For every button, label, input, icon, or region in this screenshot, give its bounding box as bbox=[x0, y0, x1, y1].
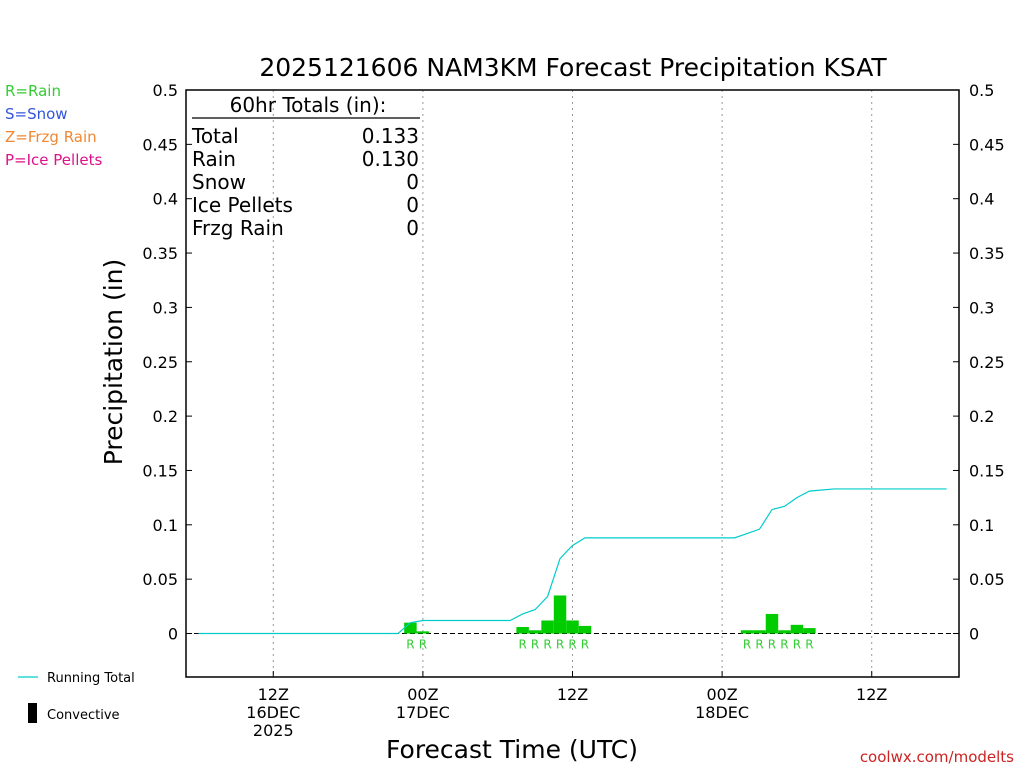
y-tick-label-left: 0.2 bbox=[153, 407, 178, 426]
totals-row-label: Ice Pellets bbox=[192, 193, 293, 217]
y-tick-label-left: 0.15 bbox=[142, 461, 178, 480]
precip-bar bbox=[578, 625, 592, 634]
precip-bar bbox=[790, 624, 804, 634]
running-total-line bbox=[198, 488, 947, 635]
x-tick-label: 12Z bbox=[258, 685, 289, 704]
type-legend-entry: S=Snow bbox=[5, 105, 68, 123]
ptype-label: R bbox=[743, 638, 751, 652]
y-tick-label-right: 0.5 bbox=[969, 81, 994, 100]
plot-area: R R R R R R R R R R R R R R0 00.05 0.050.1 0.10.15 0.150.… bbox=[142, 81, 1004, 740]
y-tick-label-left: 0.45 bbox=[142, 135, 178, 154]
convective-legend-label: Convective bbox=[47, 708, 120, 723]
y-tick-label-right: 0.3 bbox=[969, 298, 994, 317]
ptype-label: R bbox=[518, 638, 526, 652]
totals-row-label: Rain bbox=[192, 147, 236, 171]
type-legend-entry: Z=Frzg Rain bbox=[5, 128, 97, 146]
precip-bar bbox=[416, 631, 430, 634]
precip-bar bbox=[753, 630, 766, 634]
totals-header: 60hr Totals (in): bbox=[230, 93, 387, 117]
y-tick-label-left: 0 bbox=[168, 625, 178, 644]
x-tick-label: 17DEC bbox=[396, 703, 450, 722]
ptype-label: R bbox=[406, 638, 414, 652]
ptype-label: R bbox=[556, 638, 564, 652]
totals-box: 60hr Totals (in): Total 0.133 Rain 0.130 Snow… bbox=[191, 93, 420, 240]
totals-row-label: Snow bbox=[192, 170, 246, 194]
ptype-label: R bbox=[755, 638, 763, 652]
y-tick-label-right: 0.15 bbox=[969, 461, 1005, 480]
ptype-label: R bbox=[768, 638, 776, 652]
credit-text: coolwx.com/modelts bbox=[860, 748, 1014, 766]
totals-row-value: 0 bbox=[406, 193, 419, 217]
x-axis-label: Forecast Time (UTC) bbox=[386, 735, 638, 764]
ptype-label: R bbox=[568, 638, 576, 652]
ptype-label: R bbox=[531, 638, 539, 652]
totals-row-value: 0.133 bbox=[362, 124, 419, 148]
precip-bar bbox=[566, 620, 579, 634]
totals-row-value: 0 bbox=[406, 170, 419, 194]
key-legend: Running Total Convective bbox=[18, 671, 135, 723]
x-tick-label: 2025 bbox=[253, 721, 294, 740]
y-tick-label-right: 0.4 bbox=[969, 190, 994, 209]
totals-row-value: 0.130 bbox=[362, 147, 419, 171]
precip-bar bbox=[740, 630, 754, 634]
x-tick-label: 00Z bbox=[407, 685, 438, 704]
y-tick-label-left: 0.25 bbox=[142, 353, 178, 372]
precip-bar bbox=[528, 630, 542, 634]
y-tick-label-right: 0.1 bbox=[969, 516, 994, 535]
y-axis-label: Precipitation (in) bbox=[99, 259, 128, 466]
y-tick-label-left: 0.3 bbox=[153, 298, 178, 317]
totals-row-value: 0 bbox=[406, 216, 419, 240]
totals-row-label: Frzg Rain bbox=[192, 216, 284, 240]
x-tick-label: 00Z bbox=[706, 685, 737, 704]
ptype-label: R bbox=[543, 638, 551, 652]
y-tick-label-right: 0.25 bbox=[969, 353, 1005, 372]
type-legend-entry: R=Rain bbox=[5, 82, 61, 100]
precip-bar bbox=[765, 613, 779, 634]
y-tick-label-left: 0.1 bbox=[153, 516, 178, 535]
x-tick-label: 12Z bbox=[856, 685, 887, 704]
ptype-label: R bbox=[419, 638, 427, 652]
y-tick-label-left: 0.35 bbox=[142, 244, 178, 263]
precip-bar bbox=[553, 595, 567, 634]
precip-bar bbox=[778, 630, 791, 634]
y-tick-label-right: 0 bbox=[969, 625, 979, 644]
convective-swatch bbox=[28, 703, 37, 723]
running-total-legend-label: Running Total bbox=[47, 671, 135, 686]
y-tick-label-left: 0.05 bbox=[142, 570, 178, 589]
y-tick-label-right: 0.2 bbox=[969, 407, 994, 426]
precip-bar bbox=[516, 626, 529, 634]
precip-bar bbox=[803, 628, 816, 634]
y-tick-label-left: 0.5 bbox=[153, 81, 178, 100]
x-tick-label: 16DEC bbox=[246, 703, 300, 722]
y-tick-label-left: 0.4 bbox=[153, 190, 178, 209]
y-tick-label-right: 0.35 bbox=[969, 244, 1005, 263]
ptype-label: R bbox=[780, 638, 788, 652]
totals-row-label: Total bbox=[191, 124, 239, 148]
y-tick-label-right: 0.05 bbox=[969, 570, 1005, 589]
type-legend: R=Rain S=Snow Z=Frzg Rain P=Ice Pellets bbox=[5, 82, 102, 169]
ptype-label: R bbox=[805, 638, 813, 652]
ptype-label: R bbox=[793, 638, 801, 652]
x-tick-label: 18DEC bbox=[695, 703, 749, 722]
chart-title: 2025121606 NAM3KM Forecast Precipitation… bbox=[259, 53, 887, 82]
ptype-label: R bbox=[581, 638, 589, 652]
y-tick-label-right: 0.45 bbox=[969, 135, 1005, 154]
precip-bar bbox=[404, 622, 417, 634]
x-tick-label: 12Z bbox=[557, 685, 588, 704]
type-legend-entry: P=Ice Pellets bbox=[5, 151, 102, 169]
precip-bar bbox=[541, 620, 554, 634]
